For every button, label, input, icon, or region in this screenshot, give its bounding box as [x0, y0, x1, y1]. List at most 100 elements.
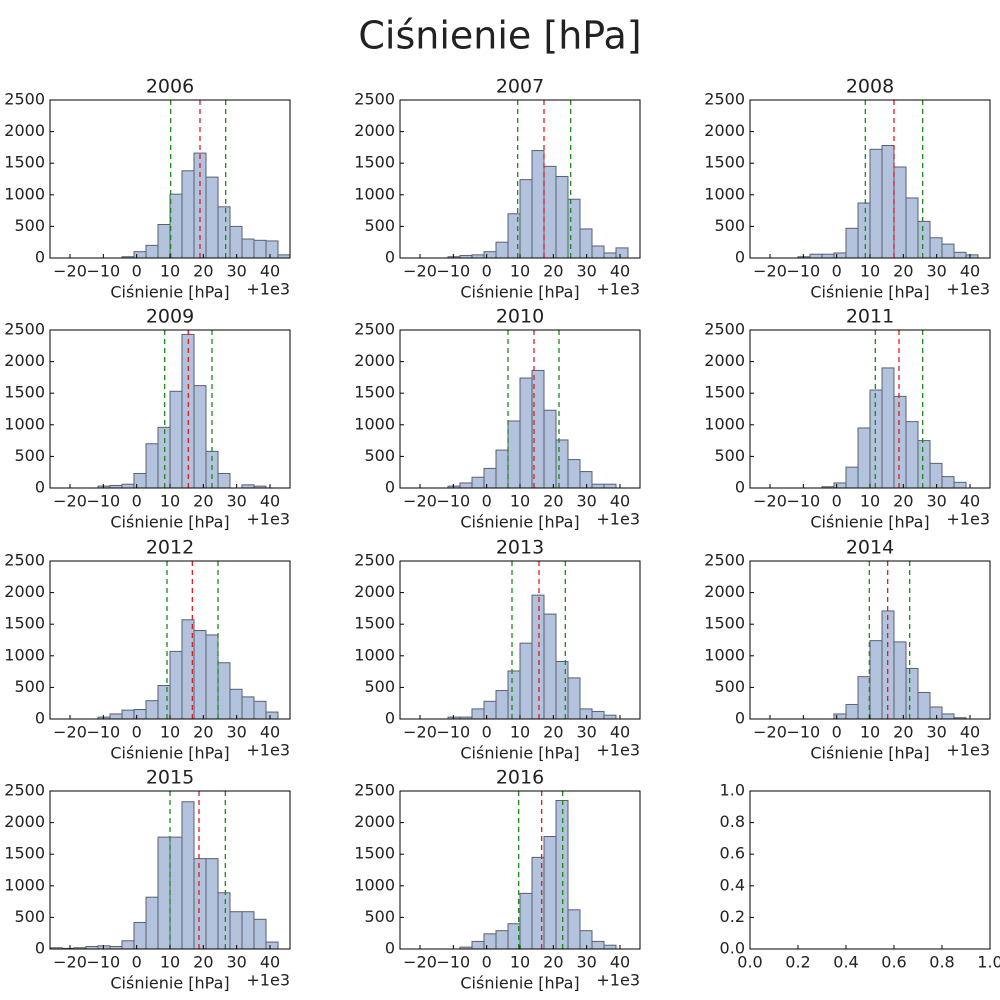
x-tick-label: −10 — [786, 723, 820, 742]
y-tick-label: 500 — [14, 677, 45, 696]
y-tick-label: 2500 — [4, 90, 45, 109]
x-offset-label: +1e3 — [596, 510, 640, 529]
subplot: −20 −10 0 10 20 30 40 0 500 1000 1500 2000 2500 2013 C… — [354, 537, 641, 763]
bar — [905, 667, 919, 720]
bar — [205, 176, 219, 259]
y-tick-label: 2000 — [4, 582, 45, 601]
bar — [265, 711, 279, 720]
subplot: −20 −10 0 10 20 30 40 0 500 1000 1500 2000 2500 2006 C… — [4, 76, 291, 302]
x-tick-label: 30 — [576, 723, 596, 742]
x-tick-label: −10 — [86, 262, 120, 281]
x-tick-label: 40 — [260, 723, 280, 742]
y-tick-label: 1000 — [4, 645, 45, 664]
bar — [519, 377, 533, 489]
bar — [483, 933, 497, 950]
bar — [121, 940, 135, 950]
bar — [917, 220, 931, 259]
bar — [507, 420, 521, 489]
y-tick-label: 1500 — [4, 153, 45, 172]
bar — [265, 240, 279, 259]
x-offset-label: +1e3 — [596, 280, 640, 299]
y-tick-label: 0 — [385, 939, 395, 958]
figure-title: Ciśnienie [hPa] — [358, 14, 641, 58]
y-tick-label: 0.8 — [720, 812, 745, 831]
x-tick-label: 20 — [893, 492, 913, 511]
y-tick-label: 500 — [714, 446, 745, 465]
y-tick-label: 1000 — [704, 414, 745, 433]
bar — [591, 245, 605, 259]
bar — [241, 911, 255, 950]
subplot: −20 −10 0 10 20 30 40 0 500 1000 1500 2000 2500 2016 C… — [354, 767, 641, 993]
x-tick-label: 30 — [226, 492, 246, 511]
subplot-title: 2015 — [146, 767, 194, 789]
bar — [145, 700, 159, 720]
x-tick-label: 0 — [482, 953, 492, 972]
bar — [495, 930, 509, 950]
bar — [519, 642, 533, 720]
subplot-title: 2014 — [846, 537, 894, 559]
x-tick-label: 10 — [510, 492, 530, 511]
bar — [603, 252, 617, 259]
x-tick-label: 40 — [260, 262, 280, 281]
x-tick-label: −20 — [403, 492, 437, 511]
x-tick-label: 30 — [926, 262, 946, 281]
subplot: −20 −10 0 10 20 30 40 0 500 1000 1500 2000 2500 2009 C… — [4, 306, 291, 532]
y-tick-label: 0.4 — [720, 875, 745, 894]
x-tick-label: −10 — [436, 262, 470, 281]
y-tick-label: 2000 — [704, 121, 745, 140]
bar — [953, 251, 967, 259]
x-tick-label: 40 — [260, 953, 280, 972]
y-tick-label: 1500 — [354, 844, 395, 863]
bar — [157, 224, 171, 259]
subplot: −20 −10 0 10 20 30 40 0 500 1000 1500 2000 2500 2015 C… — [4, 767, 291, 993]
x-tick-label: 20 — [193, 723, 213, 742]
bar — [603, 483, 617, 489]
x-tick-label: −20 — [753, 492, 787, 511]
y-tick-label: 1500 — [704, 153, 745, 172]
y-tick-label: 2000 — [4, 812, 45, 831]
bar — [217, 662, 231, 720]
bar — [809, 253, 823, 259]
y-tick-label: 500 — [364, 216, 395, 235]
x-tick-label: 30 — [226, 953, 246, 972]
x-offset-label: +1e3 — [596, 741, 640, 760]
bar — [471, 940, 485, 950]
bar — [241, 238, 255, 259]
y-tick-label: 2000 — [354, 121, 395, 140]
x-tick-label: −20 — [53, 262, 87, 281]
x-tick-label: 20 — [893, 723, 913, 742]
bar — [881, 145, 895, 259]
x-tick-label: 0.6 — [881, 953, 906, 972]
x-tick-label: 40 — [960, 723, 980, 742]
bar — [193, 858, 207, 950]
x-tick-label: 1.0 — [977, 953, 1000, 972]
bar — [543, 613, 557, 720]
y-tick-label: 1000 — [354, 184, 395, 203]
x-tick-label: 10 — [860, 723, 880, 742]
bar — [579, 930, 593, 950]
bar — [217, 206, 231, 259]
x-tick-label: −20 — [53, 723, 87, 742]
bar — [205, 634, 219, 720]
bar — [579, 228, 593, 259]
y-tick-label: 1500 — [4, 844, 45, 863]
x-tick-label: 0 — [132, 262, 142, 281]
y-tick-label: 0 — [735, 709, 745, 728]
y-tick-label: 2500 — [4, 781, 45, 800]
bar — [181, 170, 195, 259]
y-tick-label: 1000 — [354, 645, 395, 664]
bar — [265, 941, 279, 950]
x-tick-label: 10 — [160, 262, 180, 281]
bar — [121, 483, 135, 489]
x-tick-label: 40 — [960, 262, 980, 281]
bar — [615, 247, 629, 259]
y-tick-label: 500 — [14, 446, 45, 465]
x-axis-label: Ciśnienie [hPa] — [460, 513, 579, 532]
bar — [591, 940, 605, 950]
subplot: −20 −10 0 10 20 30 40 0 500 1000 1500 2000 2500 2008 C… — [704, 76, 991, 302]
y-tick-label: 1500 — [4, 383, 45, 402]
bar — [531, 594, 545, 720]
bar — [217, 892, 231, 950]
y-tick-label: 500 — [14, 216, 45, 235]
x-tick-label: −20 — [403, 723, 437, 742]
